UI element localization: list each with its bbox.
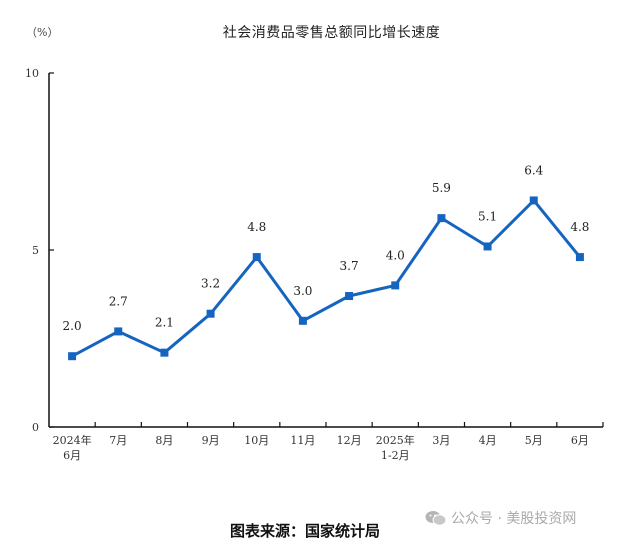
data-labels: 2.0 2.7 2.1 3.2 4.8 3.0 3.7 4.0 5.9 5.1 6.4 4.8 (63, 163, 590, 333)
data-point-marker (160, 348, 169, 357)
data-label: 2.7 (109, 294, 128, 308)
data-point-marker (206, 309, 215, 318)
data-point-marker (114, 327, 123, 336)
x-tick-label: 3月 (432, 434, 450, 447)
data-point-marker (298, 316, 307, 325)
data-label: 5.1 (478, 209, 497, 223)
watermark-text: 公众号 · 美股投资网 (451, 511, 577, 527)
data-label: 4.8 (247, 220, 266, 234)
watermark: 公众号 · 美股投资网 (425, 508, 576, 528)
data-line (71, 198, 582, 358)
x-tick-label: 7月 (109, 434, 127, 447)
x-tick-label: 6月 (63, 449, 81, 462)
data-markers (68, 196, 584, 361)
x-tick-label: 10月 (244, 434, 269, 447)
data-label: 5.9 (432, 181, 451, 195)
data-point-marker (483, 242, 492, 251)
y-tick-label: 0 (32, 421, 39, 434)
y-axis-unit-label: （%） (26, 26, 59, 39)
data-point-marker (437, 214, 446, 223)
x-tick-label: 2024年 (53, 433, 92, 447)
x-tick-label: 2025年 (376, 433, 415, 447)
chart-source: 图表来源：国家统计局 (230, 522, 381, 540)
data-point-marker (391, 281, 400, 290)
data-label: 3.7 (340, 259, 359, 273)
data-label: 6.4 (524, 163, 543, 177)
chart-axes (48, 73, 603, 428)
x-tick-label: 12月 (337, 434, 362, 447)
y-tick-label: 10 (25, 67, 39, 80)
data-label: 2.1 (155, 316, 174, 330)
data-label: 3.0 (293, 284, 312, 298)
data-label: 2.0 (63, 319, 82, 333)
data-label: 3.2 (201, 277, 220, 291)
x-tick-label: 4月 (479, 434, 497, 447)
x-tick-label: 6月 (571, 434, 589, 447)
line-chart: 0 5 10 2024年 6月 7月 8月 9月 10月 11月 12月 2025年 1-2月 3月 4月 5… (25, 67, 604, 462)
axis-ticks: 0 5 10 2024年 6月 7月 8月 9月 10月 11月 12月 2025年 1-2月 3月 4月 5… (25, 67, 604, 462)
data-point-marker (252, 253, 261, 262)
data-point-marker (529, 196, 538, 205)
x-tick-label: 8月 (155, 434, 173, 447)
data-point-marker (575, 253, 584, 262)
y-tick-label: 5 (32, 244, 39, 257)
x-tick-label: 11月 (290, 434, 315, 447)
x-tick-label: 5月 (525, 434, 543, 447)
data-label: 4.0 (386, 248, 405, 262)
x-tick-label: 1-2月 (381, 449, 410, 462)
data-point-marker (68, 352, 77, 361)
x-tick-label: 9月 (202, 434, 220, 447)
wechat-icon (425, 510, 447, 526)
data-point-marker (345, 292, 354, 301)
data-label: 4.8 (570, 220, 589, 234)
chart-title: 社会消费品零售总额同比增长速度 (222, 25, 441, 41)
